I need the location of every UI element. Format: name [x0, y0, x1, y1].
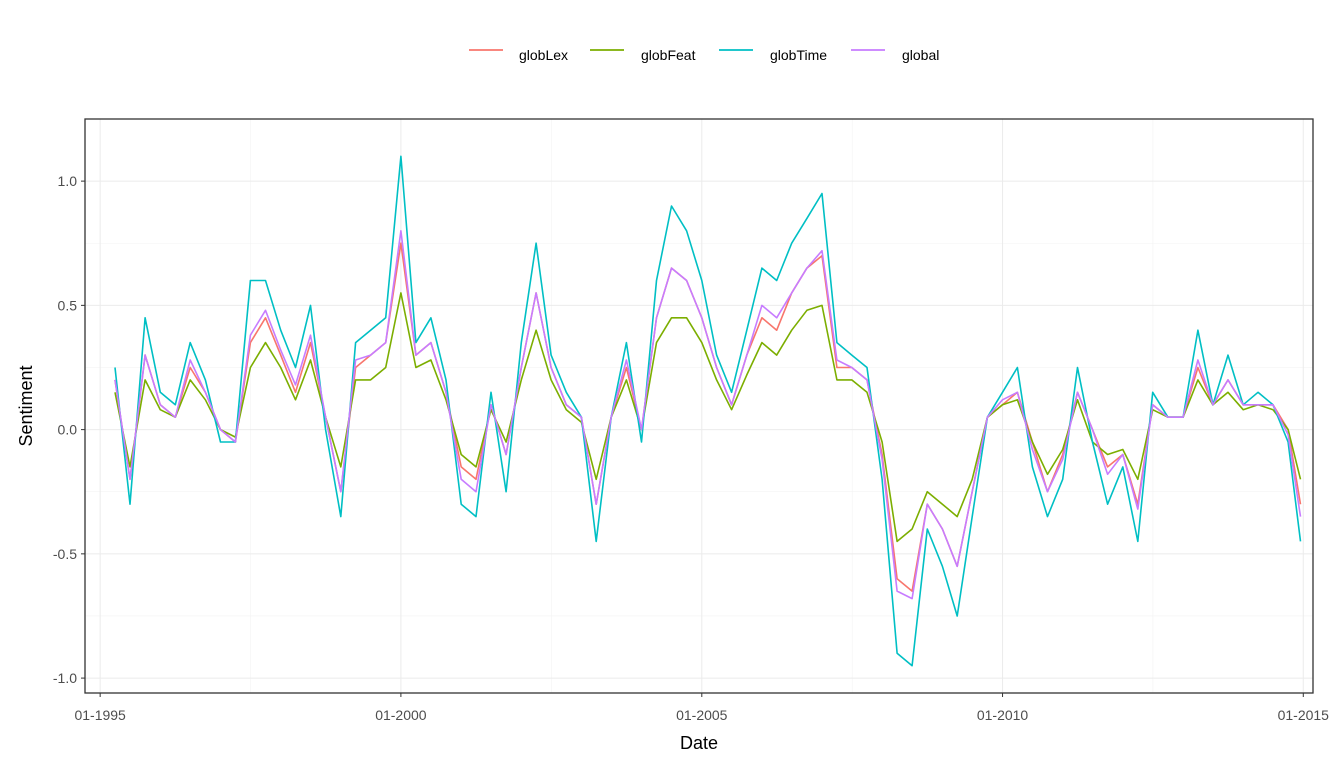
legend-label: globFeat: [641, 47, 696, 63]
x-tick-label: 01-2005: [676, 707, 728, 723]
series-line-globFeat: [114, 292, 1302, 543]
legend-item-globFeat: globFeat: [590, 47, 696, 63]
y-tick-label: -1.0: [53, 670, 77, 686]
legend-label: global: [902, 47, 939, 63]
y-tick-label: 0.5: [58, 297, 78, 313]
x-tick-label: 01-2010: [977, 707, 1029, 723]
panel-border: [84, 118, 1314, 694]
legend-item-global: global: [851, 47, 939, 63]
legend-item-globLex: globLex: [469, 47, 568, 63]
legend-label: globTime: [770, 47, 827, 63]
x-axis: 01-1995 01-2000 01-2005 01-2010 01-2015: [74, 693, 1329, 723]
y-tick-label: 1.0: [58, 173, 78, 189]
y-tick-label: -0.5: [53, 546, 77, 562]
series-line-globTime: [114, 155, 1302, 667]
gridlines: [85, 119, 1313, 693]
x-axis-title: Date: [680, 733, 718, 753]
x-tick-label: 01-2000: [375, 707, 427, 723]
series-line-global: [114, 230, 1302, 600]
legend-item-globTime: globTime: [719, 47, 827, 63]
y-axis-title: Sentiment: [16, 365, 36, 446]
x-tick-label: 01-1995: [74, 707, 126, 723]
y-axis: 1.0 0.5 0.0 -0.5 -1.0: [53, 173, 85, 686]
y-tick-label: 0.0: [58, 422, 78, 438]
x-tick-label: 01-2015: [1278, 707, 1330, 723]
legend: globLex globFeat globTime global: [469, 47, 939, 63]
series-lines: [114, 155, 1302, 667]
legend-label: globLex: [519, 47, 568, 63]
